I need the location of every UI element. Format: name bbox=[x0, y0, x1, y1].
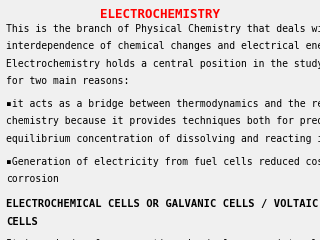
Text: chemistry because it provides techniques both for predicting: chemistry because it provides techniques… bbox=[6, 116, 320, 126]
Text: Electrochemistry holds a central position in the study of chemistry: Electrochemistry holds a central positio… bbox=[6, 59, 320, 69]
Text: for two main reasons:: for two main reasons: bbox=[6, 76, 130, 86]
Text: This is the branch of Physical Chemistry that deals with: This is the branch of Physical Chemistry… bbox=[6, 24, 320, 34]
Text: corrosion: corrosion bbox=[6, 174, 59, 184]
Text: ELECTROCHEMICAL CELLS OR GALVANIC CELLS / VOLTAIC: ELECTROCHEMICAL CELLS OR GALVANIC CELLS … bbox=[6, 199, 319, 209]
Text: ▪it acts as a bridge between thermodynamics and the rest of: ▪it acts as a bridge between thermodynam… bbox=[6, 99, 320, 109]
Text: ELECTROCHEMISTRY: ELECTROCHEMISTRY bbox=[100, 8, 220, 21]
Text: equilibrium concentration of dissolving and reacting ions.: equilibrium concentration of dissolving … bbox=[6, 134, 320, 144]
Text: It is a device for converting chemical energy into electrical energy.: It is a device for converting chemical e… bbox=[6, 239, 320, 240]
Text: CELLS: CELLS bbox=[6, 217, 38, 228]
Text: ▪Generation of electricity from fuel cells reduced cost caused by: ▪Generation of electricity from fuel cel… bbox=[6, 157, 320, 167]
Text: interdependence of chemical changes and electrical energies.: interdependence of chemical changes and … bbox=[6, 41, 320, 51]
